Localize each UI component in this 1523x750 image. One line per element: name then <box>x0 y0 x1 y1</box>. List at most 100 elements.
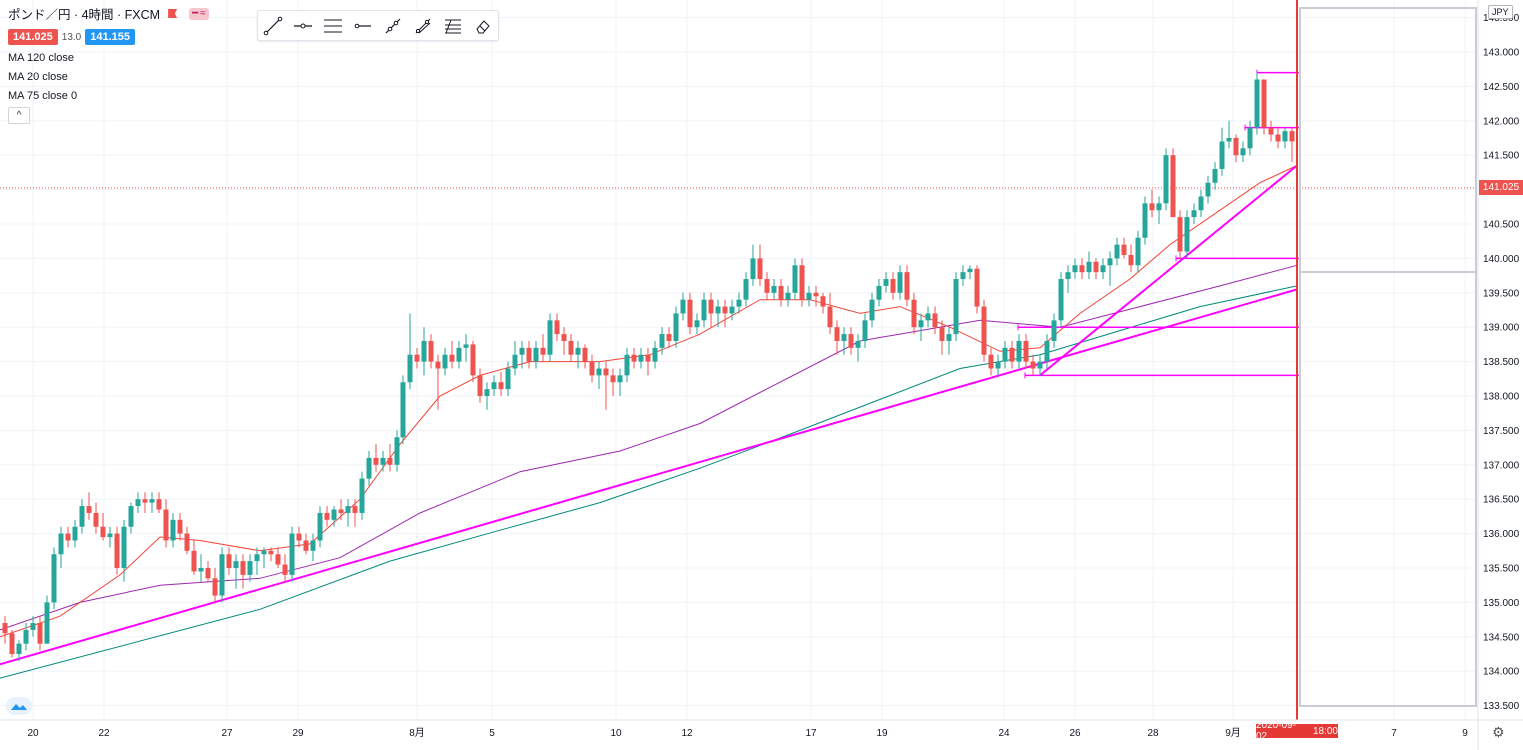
candle-body <box>848 334 854 348</box>
candle-body <box>792 265 798 293</box>
pitchfork-tool[interactable] <box>408 11 438 40</box>
tradingview-logo[interactable] <box>6 697 32 715</box>
trend-angle-tool[interactable] <box>378 11 408 40</box>
ask-price[interactable]: 141.155 <box>85 29 135 45</box>
candle-body <box>876 285 882 300</box>
bid-price[interactable]: 141.025 <box>8 29 58 45</box>
candle-body <box>540 347 546 355</box>
indicator-ma120[interactable]: MA 120 close <box>8 52 75 64</box>
candle-body <box>729 306 735 314</box>
candle-body <box>142 499 148 503</box>
candle-body <box>470 344 476 376</box>
indicator-ma75[interactable]: MA 75 close 0 <box>8 90 78 102</box>
candle <box>1226 120 1232 149</box>
flag-icon[interactable] <box>168 9 178 18</box>
candle <box>177 512 183 541</box>
candle <box>373 444 379 472</box>
parallel-channel-icon <box>324 19 342 32</box>
candle <box>338 499 344 520</box>
candle <box>51 547 57 610</box>
candle <box>904 265 910 307</box>
fib-retracement-icon <box>445 19 461 33</box>
candle-body <box>1079 265 1085 273</box>
candle <box>1170 148 1176 218</box>
candle-body <box>1240 148 1246 156</box>
candle <box>1016 334 1022 369</box>
candle <box>1009 340 1015 369</box>
horizontal-ray-tool[interactable] <box>288 11 318 40</box>
candle-body <box>317 512 323 541</box>
candle-body <box>1268 127 1274 135</box>
trend-line-tool[interactable] <box>258 11 288 40</box>
candle-body <box>1205 182 1211 197</box>
time-tick-label: 10 <box>610 728 622 739</box>
time-tick-label: 9 <box>1462 728 1468 739</box>
candle-body <box>512 354 518 369</box>
candle <box>184 526 190 555</box>
candle <box>261 547 267 568</box>
candle-body <box>275 554 281 565</box>
candle <box>1191 203 1197 224</box>
candle-body <box>1247 127 1253 149</box>
candle-body <box>680 299 686 314</box>
candle-body <box>268 550 274 555</box>
candle-body <box>1093 261 1099 273</box>
candle-body <box>177 519 183 534</box>
indicator-ma20[interactable]: MA 20 close <box>8 71 68 83</box>
candle-body <box>310 540 316 551</box>
candle-body <box>303 540 309 551</box>
collapse-indicators-button[interactable]: ^ <box>8 107 30 124</box>
candle <box>58 526 64 568</box>
price-tick-label: 139.500 <box>1483 288 1520 299</box>
candle <box>736 292 742 314</box>
candle <box>1177 210 1183 259</box>
symbol-title[interactable]: ポンド／円 · 4時間 · FXCM <box>8 8 161 22</box>
minus-icon: ━ <box>192 8 199 19</box>
candle <box>1275 127 1281 149</box>
time-tick-label: 17 <box>805 728 817 739</box>
candle <box>610 368 616 396</box>
candle-body <box>414 354 420 362</box>
candle-body <box>261 550 267 555</box>
candle <box>149 492 155 513</box>
candle-body <box>191 550 197 572</box>
time-tick-label: 26 <box>1069 728 1081 739</box>
candle <box>869 292 875 328</box>
candle <box>86 492 92 520</box>
candle <box>449 340 455 369</box>
candle-body <box>30 623 36 630</box>
crosshair-date: 2020-09-02 <box>1256 720 1297 742</box>
candle-body <box>1128 254 1134 266</box>
time-tick-label: 22 <box>98 728 110 739</box>
price-tick-label: 138.500 <box>1483 357 1520 368</box>
price-tick-label: 134.000 <box>1483 667 1520 678</box>
price-tick-label: 138.000 <box>1483 392 1520 403</box>
candle-body <box>58 533 64 555</box>
candle <box>37 616 43 651</box>
price-tick-label: 142.000 <box>1483 116 1520 127</box>
user-drawings <box>0 0 1477 720</box>
fib-retracement-tool[interactable] <box>438 11 468 40</box>
candle <box>1135 230 1141 273</box>
currency-label[interactable]: JPY <box>1488 5 1513 19</box>
candle <box>911 292 917 335</box>
price-tick-label: 140.000 <box>1483 254 1520 265</box>
candle-body <box>296 533 302 541</box>
candle-body <box>568 340 574 355</box>
horizontal-line-tool[interactable] <box>348 11 378 40</box>
candle-body <box>1184 217 1190 252</box>
candle-body <box>1135 237 1141 266</box>
candle-body <box>974 268 980 307</box>
candle-body <box>694 320 700 328</box>
parallel-channel-tool[interactable] <box>318 11 348 40</box>
candle-body <box>16 643 22 654</box>
candle <box>680 292 686 321</box>
eraser-tool[interactable] <box>468 11 498 40</box>
gear-icon[interactable]: ⚙ <box>1492 724 1505 740</box>
candle <box>498 371 504 396</box>
candle <box>23 623 29 651</box>
compare-toggle[interactable]: ━ ≈ <box>189 7 209 20</box>
symbol-title-row[interactable]: ポンド／円 · 4時間 · FXCM ━ ≈ <box>8 4 209 23</box>
candle-body <box>519 347 525 355</box>
